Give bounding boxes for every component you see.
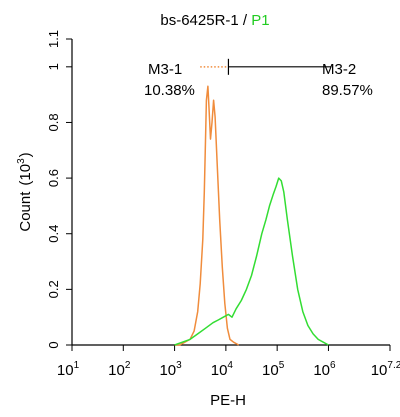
x-tick-exponent: 6 [330,360,336,371]
y-axis-label: Count (103) [16,152,34,231]
y-tick-label: 0.4 [46,225,61,243]
x-tick-base: 10 [211,362,228,379]
x-axis-label: PE-H [210,392,246,409]
x-tick-base: 10 [57,362,74,379]
y-tick-label: 0.6 [46,169,61,187]
x-tick-label: 103 [159,360,182,379]
chart-title-accent: P1 [251,12,269,29]
x-tick-exponent: 1 [74,360,80,371]
y-tick-label: 1.1 [46,30,61,48]
histogram-series-2 [174,177,329,346]
x-axis-ticks: 101 102 103 104 105 106 107.2 [57,345,400,379]
histogram-series-1 [174,85,240,346]
x-tick-label: 107.2 [371,360,400,379]
y-axis-ticks: 0 0.2 0.4 0.6 0.8 1 1.1 [46,30,72,349]
gate-percent-label: 89.57% [322,82,373,99]
y-axis-unit-close: ) [17,152,34,157]
x-tick-label: 104 [211,360,234,379]
y-tick-label: 0.8 [46,113,61,131]
gate-name-label: M3-2 [322,61,356,78]
series-layer [174,85,329,346]
x-tick-exponent: 3 [176,360,182,371]
marker-layer: M3-1 10.38% M3-2 89.57% [144,58,373,99]
y-tick-label: 0.2 [46,280,61,298]
x-tick-base: 10 [371,362,388,379]
y-tick-label: 0 [46,341,61,348]
y-tick-label: 1 [46,63,61,70]
x-tick-label: 102 [108,360,131,379]
x-tick-base: 10 [159,362,176,379]
gate-name-label: M3-1 [148,61,182,78]
x-tick-exponent: 4 [227,360,233,371]
x-tick-base: 10 [313,362,330,379]
x-tick-exponent: 2 [125,360,131,371]
y-axis-unit-base: (10 [17,164,34,186]
x-tick-label: 105 [262,360,285,379]
gate-percent-label: 10.38% [144,82,195,99]
x-tick-label: 106 [313,360,336,379]
y-axis-label-text: Count [17,191,34,232]
x-tick-base: 10 [108,362,125,379]
x-tick-exponent: 5 [279,360,285,371]
x-tick-base: 10 [262,362,279,379]
x-tick-exponent: 7.2 [387,360,400,371]
y-axis-unit-exponent: 3 [16,158,27,164]
plot-area [71,39,390,346]
x-tick-label: 101 [57,360,80,379]
chart-title-prefix: bs-6425R-1 / [160,12,251,29]
chart-title: bs-6425R-1 / P1 [160,12,269,29]
